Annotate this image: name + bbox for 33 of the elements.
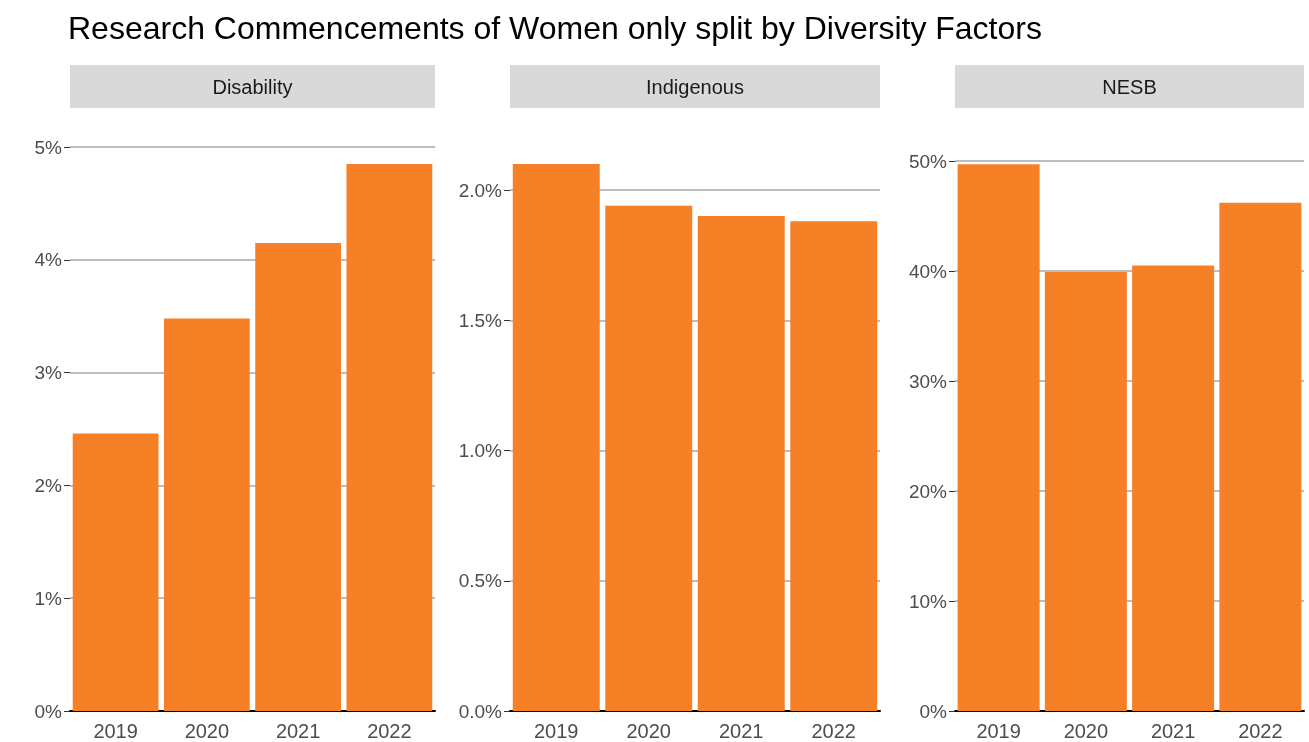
x-tick-label: 2021 xyxy=(275,720,321,742)
x-tick-label: 2021 xyxy=(1150,720,1196,742)
y-tick-label: 2% xyxy=(34,474,63,496)
x-tick-label: 2020 xyxy=(1063,720,1109,742)
chart-subtitle: NESB xyxy=(1102,76,1157,98)
x-tick-label: 2020 xyxy=(626,720,671,742)
text: Research Commencements of Women only split by Diversity Factors xyxy=(68,10,1042,47)
x-tick-label: 2019 xyxy=(976,720,1021,742)
y-tick-label: 20% xyxy=(908,480,948,502)
x-tick-label: 2019 xyxy=(93,720,138,742)
y-tick-label: 50% xyxy=(908,150,948,172)
y-tick-label: 10% xyxy=(908,590,948,612)
x-tick-label: 2022 xyxy=(811,720,856,742)
x-tick-label: 2019 xyxy=(534,720,579,742)
y-tick-label: 0.0% xyxy=(458,700,503,722)
x-tick-label: 2022 xyxy=(367,720,412,742)
y-tick-label: 40% xyxy=(908,260,948,282)
y-tick-label: 4% xyxy=(34,249,63,271)
chart-subtitle: Indigenous xyxy=(646,76,744,98)
y-tick-label: 1.5% xyxy=(458,309,503,331)
x-tick-label: 2022 xyxy=(1238,720,1283,742)
y-tick-label: 0% xyxy=(34,700,63,722)
y-tick-label: 3% xyxy=(34,362,63,384)
y-tick-label: 2.0% xyxy=(458,179,503,201)
chart-subtitle: Disability xyxy=(212,76,293,98)
y-tick-label: 0.5% xyxy=(458,570,503,592)
y-tick-label: 1.0% xyxy=(458,440,503,462)
y-tick-label: 1% xyxy=(34,587,63,609)
x-tick-label: 2021 xyxy=(719,720,764,742)
x-tick-label: 2020 xyxy=(184,720,230,742)
y-tick-label: 5% xyxy=(34,136,63,158)
y-tick-label: 0% xyxy=(919,700,948,722)
y-tick-label: 30% xyxy=(908,370,948,392)
